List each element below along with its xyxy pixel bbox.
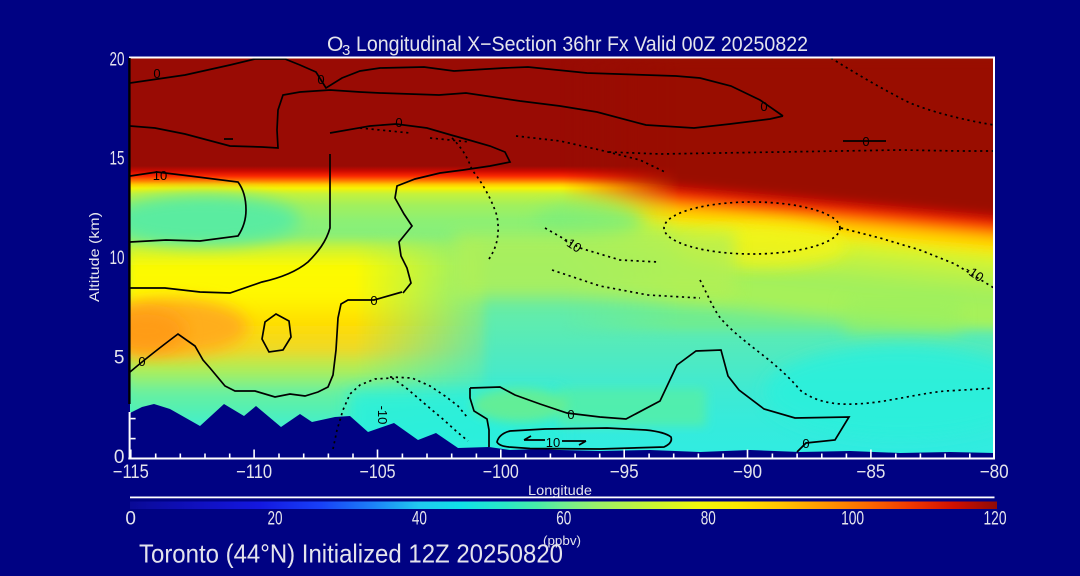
svg-text:0: 0 — [802, 436, 809, 451]
svg-text:0: 0 — [125, 509, 136, 530]
svg-text:5: 5 — [114, 348, 125, 369]
svg-text:−115: −115 — [113, 462, 149, 483]
svg-text:80: 80 — [701, 509, 716, 530]
svg-text:−85: −85 — [856, 462, 885, 483]
svg-text:10: 10 — [153, 168, 167, 183]
svg-text:−110: −110 — [236, 462, 272, 483]
svg-text:(ppbv): (ppbv) — [543, 533, 581, 548]
svg-text:0: 0 — [114, 447, 125, 468]
svg-text:0: 0 — [317, 72, 324, 87]
svg-text:40: 40 — [412, 509, 427, 530]
svg-text:20: 20 — [268, 509, 283, 530]
svg-text:O: O — [327, 33, 343, 56]
svg-text:0: 0 — [138, 354, 145, 369]
svg-text:-10: -10 — [375, 406, 390, 425]
svg-text:10: 10 — [546, 435, 560, 450]
svg-text:0: 0 — [370, 293, 377, 308]
svg-text:3: 3 — [342, 42, 350, 59]
svg-text:100: 100 — [841, 509, 864, 530]
svg-text:60: 60 — [556, 509, 571, 530]
svg-text:15: 15 — [110, 149, 125, 170]
svg-text:20: 20 — [110, 50, 125, 71]
svg-text:−95: −95 — [610, 462, 639, 483]
svg-text:−105: −105 — [360, 462, 396, 483]
svg-text:Longitudinal X−Section 36hr F: Longitudinal X−Section 36hr Fx Valid 00Z… — [356, 33, 808, 56]
svg-text:0: 0 — [760, 99, 767, 114]
svg-text:0: 0 — [153, 66, 160, 81]
svg-text:120: 120 — [984, 509, 1007, 530]
svg-text:10: 10 — [110, 248, 125, 269]
svg-text:−100: −100 — [483, 462, 519, 483]
svg-text:0: 0 — [862, 134, 869, 149]
svg-text:Toronto (44°N) Initialized 12Z: Toronto (44°N) Initialized 12Z 20250820 — [139, 539, 563, 569]
svg-text:−80: −80 — [980, 462, 1009, 483]
svg-text:0: 0 — [567, 407, 574, 422]
svg-text:0: 0 — [395, 115, 402, 130]
svg-text:Altitude (km): Altitude (km) — [86, 212, 102, 302]
svg-text:−90: −90 — [733, 462, 762, 483]
svg-text:Longitude: Longitude — [528, 482, 592, 498]
